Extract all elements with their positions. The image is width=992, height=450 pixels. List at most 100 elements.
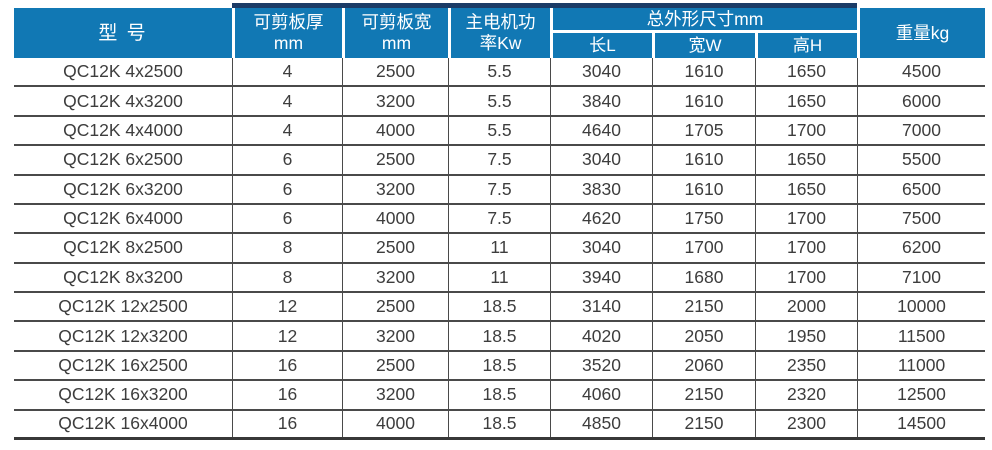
plate-width-cell: 2500 <box>342 234 448 262</box>
height-cell: 1650 <box>755 146 857 174</box>
width-cell: 1610 <box>652 87 755 115</box>
plate-width-cell: 2500 <box>342 58 448 86</box>
table-row: QC12K 8x2500 8 2500 11 3040 1700 1700 62… <box>14 234 985 264</box>
thickness-cell: 12 <box>232 322 342 350</box>
power-cell: 7.5 <box>448 175 550 203</box>
length-cell: 4060 <box>550 381 652 409</box>
height-cell: 1700 <box>755 204 857 233</box>
width-cell: 1705 <box>652 116 755 145</box>
width-cell: 1700 <box>652 234 755 262</box>
width-cell: 1610 <box>652 146 755 174</box>
model-cell: QC12K 16x3200 <box>58 384 188 405</box>
table-header: 型 号 可剪板厚 mm 可剪板宽 mm 主电机功 率Kw 总外形尺寸mm 长L … <box>14 8 985 58</box>
power-cell: 5.5 <box>448 87 550 115</box>
plate-width-cell: 3200 <box>342 381 448 409</box>
header-accent-strip <box>232 3 857 9</box>
width-cell: 2050 <box>652 322 755 350</box>
thickness-cell: 8 <box>232 234 342 262</box>
plate-width-cell: 4000 <box>342 204 448 233</box>
weight-cell: 10000 <box>857 293 985 321</box>
width-cell: 2150 <box>652 410 755 437</box>
model-cell: QC12K 6x3200 <box>63 178 183 199</box>
plate-width-cell: 2500 <box>342 293 448 321</box>
table-row: QC12K 12x2500 12 2500 18.5 3140 2150 200… <box>14 293 985 323</box>
power-cell: 11 <box>448 234 550 262</box>
power-cell: 18.5 <box>448 322 550 350</box>
header-weight: 重量kg <box>857 8 985 58</box>
weight-cell: 11000 <box>857 351 985 380</box>
thickness-cell: 6 <box>232 175 342 203</box>
model-cell: QC12K 12x3200 <box>58 325 188 346</box>
thickness-cell: 4 <box>232 116 342 145</box>
model-cell: QC12K 12x2500 <box>58 296 188 317</box>
header-width: 可剪板宽 mm <box>342 8 448 58</box>
thickness-cell: 8 <box>232 263 342 291</box>
model-cell: QC12K 6x4000 <box>63 208 183 229</box>
header-dimensions-group: 总外形尺寸mm <box>550 8 857 33</box>
table-row: QC12K 16x3200 16 3200 18.5 4060 2150 232… <box>14 381 985 411</box>
table-row: QC12K 6x4000 6 4000 7.5 4620 1750 1700 7… <box>14 204 985 235</box>
plate-width-cell: 3200 <box>342 87 448 115</box>
power-cell: 18.5 <box>448 410 550 437</box>
weight-cell: 12500 <box>857 381 985 409</box>
header-thickness-label: 可剪板厚 <box>253 12 324 32</box>
height-cell: 1950 <box>755 322 857 350</box>
header-height: 高H <box>755 33 857 58</box>
weight-cell: 4500 <box>857 58 985 86</box>
model-cell: QC12K 8x3200 <box>63 266 183 287</box>
header-thickness: 可剪板厚 mm <box>232 8 342 58</box>
length-cell: 3520 <box>550 351 652 380</box>
width-cell: 2150 <box>652 381 755 409</box>
weight-cell: 7500 <box>857 204 985 233</box>
length-cell: 3830 <box>550 175 652 203</box>
weight-cell: 6000 <box>857 87 985 115</box>
length-cell: 3040 <box>550 146 652 174</box>
table-row: QC12K 12x3200 12 3200 18.5 4020 2050 195… <box>14 322 985 352</box>
header-power: 主电机功 率Kw <box>448 8 550 58</box>
length-cell: 3040 <box>550 58 652 86</box>
power-cell: 7.5 <box>448 204 550 233</box>
length-cell: 4850 <box>550 410 652 437</box>
thickness-cell: 12 <box>232 293 342 321</box>
weight-cell: 14500 <box>857 410 985 437</box>
height-cell: 1650 <box>755 87 857 115</box>
plate-width-cell: 4000 <box>342 116 448 145</box>
height-cell: 1700 <box>755 263 857 291</box>
thickness-cell: 4 <box>232 58 342 86</box>
header-power-line1: 主电机功 <box>465 12 536 32</box>
plate-width-cell: 2500 <box>342 146 448 174</box>
height-cell: 1650 <box>755 58 857 86</box>
header-width-unit: mm <box>381 33 412 53</box>
model-cell: QC12K 16x4000 <box>58 413 188 434</box>
power-cell: 5.5 <box>448 116 550 145</box>
plate-width-cell: 3200 <box>342 322 448 350</box>
table-row: QC12K 6x3200 6 3200 7.5 3830 1610 1650 6… <box>14 175 985 205</box>
plate-width-cell: 2500 <box>342 351 448 380</box>
weight-cell: 7000 <box>857 116 985 145</box>
power-cell: 18.5 <box>448 351 550 380</box>
header-width-w: 宽W <box>652 33 755 58</box>
length-cell: 4620 <box>550 204 652 233</box>
height-cell: 2350 <box>755 351 857 380</box>
model-cell: QC12K 6x2500 <box>63 149 183 170</box>
weight-cell: 11500 <box>857 322 985 350</box>
model-cell: QC12K 4x2500 <box>63 61 183 82</box>
height-cell: 2300 <box>755 410 857 437</box>
weight-cell: 6200 <box>857 234 985 262</box>
width-cell: 2060 <box>652 351 755 380</box>
power-cell: 7.5 <box>448 146 550 174</box>
weight-cell: 7100 <box>857 263 985 291</box>
header-power-line2: 率Kw <box>479 33 522 53</box>
power-cell: 18.5 <box>448 381 550 409</box>
length-cell: 3840 <box>550 87 652 115</box>
height-cell: 1700 <box>755 116 857 145</box>
length-cell: 3140 <box>550 293 652 321</box>
width-cell: 1610 <box>652 58 755 86</box>
length-cell: 3040 <box>550 234 652 262</box>
table-row: QC12K 16x4000 16 4000 18.5 4850 2150 230… <box>14 410 985 440</box>
table-row: QC12K 6x2500 6 2500 7.5 3040 1610 1650 5… <box>14 146 985 176</box>
table-row: QC12K 16x2500 16 2500 18.5 3520 2060 235… <box>14 351 985 382</box>
length-cell: 4020 <box>550 322 652 350</box>
width-cell: 2150 <box>652 293 755 321</box>
